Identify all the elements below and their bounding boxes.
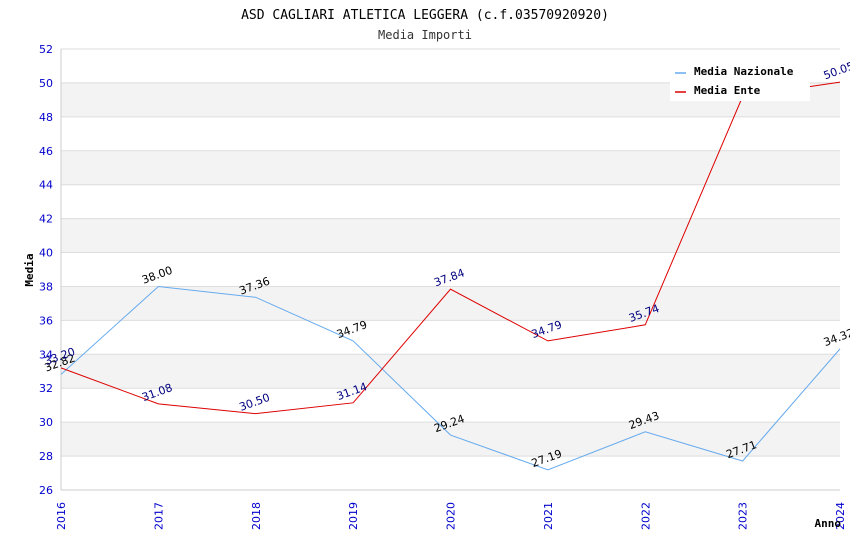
y-tick-label: 52 <box>39 43 53 56</box>
y-tick-label: 30 <box>39 416 53 429</box>
y-tick-label: 36 <box>39 314 53 327</box>
x-tick-label: 2020 <box>445 502 458 530</box>
grid-band <box>61 286 840 321</box>
x-tick-label: 2017 <box>152 502 165 530</box>
grid-band <box>61 354 840 389</box>
series-lines <box>60 81 841 471</box>
y-tick-label: 26 <box>39 484 53 497</box>
legend-label-ente: Media Ente <box>694 84 761 97</box>
grid-band <box>61 116 840 151</box>
legend-label-nazionale: Media Nazionale <box>694 65 794 78</box>
grid-band <box>61 150 840 185</box>
y-tick-label: 50 <box>39 77 53 90</box>
y-tick-label: 34 <box>39 348 53 361</box>
series-line-nazionale <box>60 285 841 471</box>
y-tick-label: 38 <box>39 280 53 293</box>
grid-band <box>61 252 840 287</box>
x-tick-label: 2024 <box>834 502 847 530</box>
y-tick-label: 46 <box>39 145 53 158</box>
x-tick-label: 2016 <box>55 502 68 530</box>
x-tick-label: 2018 <box>250 502 263 530</box>
chart-subtitle: Media Importi <box>378 28 472 42</box>
x-tick-label: 2021 <box>542 502 555 530</box>
x-tick-label: 2023 <box>737 502 750 530</box>
y-tick-label: 32 <box>39 382 53 395</box>
x-axis-label: Anno <box>815 517 842 530</box>
y-tick-label: 44 <box>39 179 53 192</box>
legend-box <box>670 59 810 101</box>
y-tick-label: 48 <box>39 111 53 124</box>
y-tick-label: 28 <box>39 450 53 463</box>
y-axis-ticks: 26 28 30 32 34 36 38 40 42 44 46 48 50 52 <box>39 43 53 497</box>
grid-band <box>61 320 840 355</box>
grid-band <box>61 456 840 490</box>
grid-band <box>61 388 840 423</box>
series-line-ente <box>60 81 841 415</box>
legend: Media Nazionale Media Ente <box>670 59 810 101</box>
x-tick-label: 2019 <box>347 502 360 530</box>
chart-title: ASD CAGLIARI ATLETICA LEGGERA (c.f.03570… <box>241 8 609 23</box>
y-axis-label: Media <box>23 253 36 286</box>
y-tick-label: 40 <box>39 247 53 260</box>
y-tick-label: 42 <box>39 213 53 226</box>
x-tick-label: 2022 <box>639 502 652 530</box>
grid-band <box>61 218 840 253</box>
grid-band <box>61 422 840 457</box>
grid-band <box>61 184 840 219</box>
x-axis-ticks: 2016 2017 2018 2019 2020 2021 2022 2023 2024 <box>55 502 847 530</box>
